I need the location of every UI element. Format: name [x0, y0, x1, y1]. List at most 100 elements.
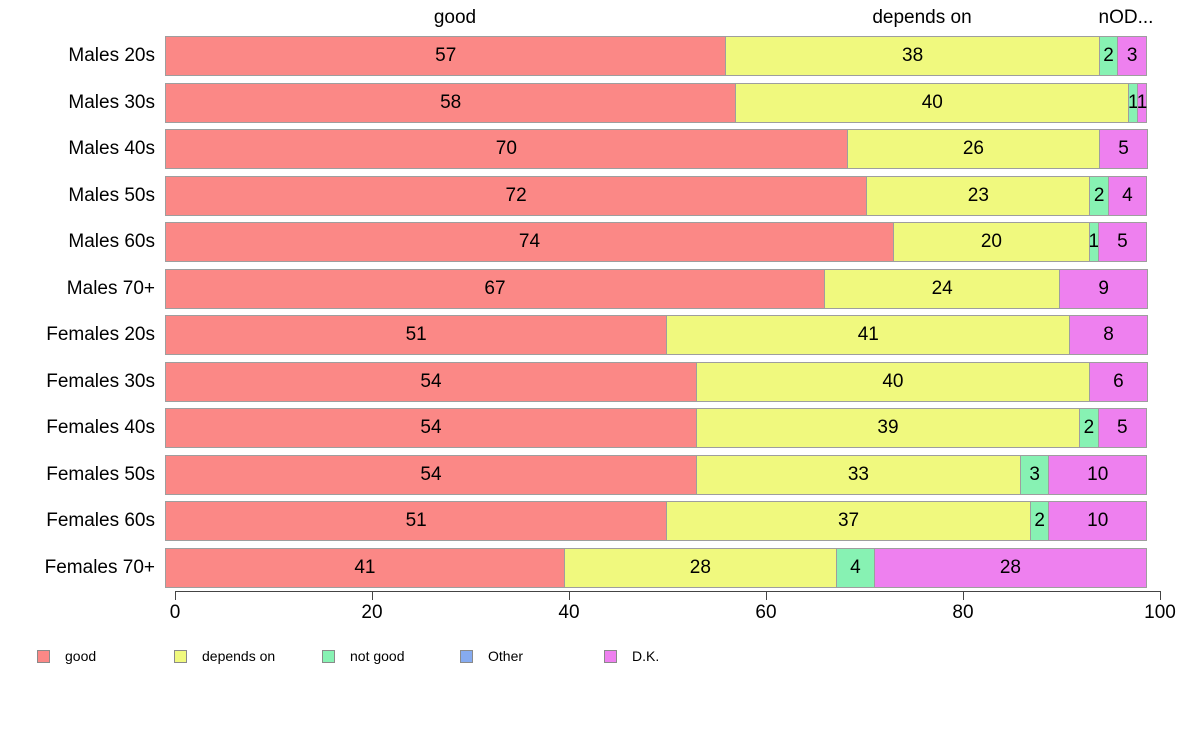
y-axis-label: Males 30s	[68, 91, 155, 113]
y-axis-label: Males 20s	[68, 45, 155, 66]
stacked-bar: 72 23 2 4	[165, 175, 1150, 216]
bar-segment-good: 54	[165, 454, 697, 495]
stacked-bar: 51 37 2 10	[165, 501, 1150, 541]
column-header-truncated: nOD...	[1098, 7, 1154, 28]
stacked-bar: 54 33 3 10	[165, 454, 1150, 495]
segment-value-label: 2	[1034, 510, 1045, 531]
column-header-depends-on: depends on	[872, 7, 972, 28]
x-axis-line	[175, 591, 1161, 592]
bar-segment-good: 70	[165, 129, 848, 169]
segment-value-label: 4	[1122, 184, 1133, 206]
bar-segment-depends-on: 39	[695, 408, 1081, 448]
legend-swatch	[174, 649, 187, 663]
bar-row: Females 30s 54 40 6	[0, 361, 1150, 402]
segment-value-label: 5	[1117, 417, 1128, 438]
segment-value-label: 3	[1126, 45, 1138, 66]
bar-segment-good: 51	[165, 501, 668, 541]
bar-segment-d-k-: 10	[1048, 454, 1147, 495]
bar-segment-d-k-: 4	[1107, 175, 1147, 216]
bar-segment-good: 54	[165, 361, 697, 402]
bar-segment-good: 54	[165, 408, 697, 448]
segment-value-label: 54	[420, 370, 442, 392]
bar-row: Females 50s 54 33 3 10	[0, 454, 1150, 495]
bar-row: Males 40s 70 26 5	[0, 129, 1150, 169]
legend-item-other: Other	[460, 648, 523, 664]
segment-value-label: 23	[967, 184, 989, 206]
bar-segment-not-good: 4	[835, 547, 875, 588]
bar-segment-depends-on: 23	[866, 175, 1091, 216]
segment-value-label: 57	[435, 45, 457, 66]
bar-row: Females 20s 51 41 8	[0, 315, 1150, 355]
bar-segment-depends-on: 38	[725, 36, 1100, 76]
bar-segment-good: 74	[165, 222, 894, 262]
legend-label: not good	[350, 648, 405, 664]
y-axis-label: Females 70+	[44, 556, 155, 578]
segment-value-label: 40	[882, 370, 904, 392]
segment-value-label: 54	[420, 417, 442, 438]
bar-segment-not-good: 2	[1029, 501, 1050, 541]
bar-segment-depends-on: 24	[823, 268, 1061, 309]
bar-segment-not-good: 3	[1019, 454, 1050, 495]
segment-value-label: 67	[484, 277, 506, 299]
x-axis-tick	[175, 591, 176, 600]
bar-row: Females 40s 54 39 2 5	[0, 408, 1150, 448]
segment-value-label: 26	[962, 138, 984, 159]
segment-value-label: 51	[405, 324, 427, 345]
segment-value-label: 9	[1098, 277, 1109, 299]
bar-segment-good: 41	[165, 547, 565, 588]
bar-segment-good: 51	[165, 315, 668, 355]
segment-value-label: 5	[1117, 231, 1128, 252]
stacked-bar: 51 41 8	[165, 315, 1150, 355]
x-axis-tick	[1160, 591, 1161, 600]
segment-value-label: 4	[850, 556, 861, 578]
column-header-good: good	[433, 7, 477, 28]
segment-value-label: 2	[1083, 417, 1095, 438]
stacked-bar: 74 20 1 5	[165, 222, 1150, 262]
bar-segment-depends-on: 33	[695, 454, 1021, 495]
x-axis-tick-label: 60	[755, 602, 777, 623]
segment-value-label: 10	[1087, 463, 1109, 485]
legend-label: Other	[488, 648, 524, 664]
segment-value-label: 54	[420, 463, 442, 485]
bar-row: Males 70+ 67 24 9	[0, 268, 1150, 309]
legend-item-depends-on: depends on	[174, 648, 275, 664]
segment-value-label: 38	[902, 45, 924, 66]
segment-value-label: 41	[857, 324, 879, 345]
bar-segment-depends-on: 37	[666, 501, 1031, 541]
segment-value-label: 74	[518, 231, 541, 252]
legend-swatch	[37, 649, 50, 663]
segment-value-label: 10	[1087, 510, 1109, 531]
stacked-bar: 67 24 9	[165, 268, 1150, 309]
bar-row: Males 50s 72 23 2 4	[0, 175, 1150, 216]
bar-row: Males 20s 57 38 2 3	[0, 36, 1150, 76]
stacked-bar: 54 39 2 5	[165, 408, 1150, 448]
legend: good depends on not good Other D.K.	[0, 648, 1188, 668]
x-axis-tick-label: 80	[952, 602, 974, 623]
bar-segment-good: 58	[165, 82, 737, 123]
x-axis-tick-label: 100	[1144, 602, 1176, 623]
y-axis-label: Females 60s	[46, 510, 155, 531]
bar-row: Females 60s 51 37 2 10	[0, 501, 1150, 541]
segment-value-label: 33	[847, 463, 869, 485]
segment-value-label: 3	[1029, 463, 1040, 485]
segment-value-label: 70	[495, 138, 517, 159]
segment-value-label: 37	[837, 510, 860, 531]
x-axis-tick	[766, 591, 767, 600]
segment-value-label: 58	[440, 91, 462, 113]
segment-value-label: 6	[1113, 370, 1124, 392]
bar-segment-good: 72	[165, 175, 868, 216]
x-axis-tick	[963, 591, 964, 600]
segment-value-label: 24	[931, 277, 953, 299]
y-axis-label: Females 20s	[46, 324, 155, 345]
segment-value-label: 20	[980, 231, 1002, 252]
bar-segment-good: 57	[165, 36, 727, 76]
segment-value-label: 2	[1103, 45, 1114, 66]
segment-value-label: 39	[877, 417, 899, 438]
bar-segment-d-k-: 3	[1117, 36, 1147, 76]
stacked-bar: 70 26 5	[165, 129, 1150, 169]
segment-value-label: 2	[1093, 184, 1105, 206]
legend-swatch	[604, 649, 617, 663]
bar-segment-d-k-: 8	[1069, 315, 1148, 355]
bar-row: Males 60s 74 20 1 5	[0, 222, 1150, 262]
